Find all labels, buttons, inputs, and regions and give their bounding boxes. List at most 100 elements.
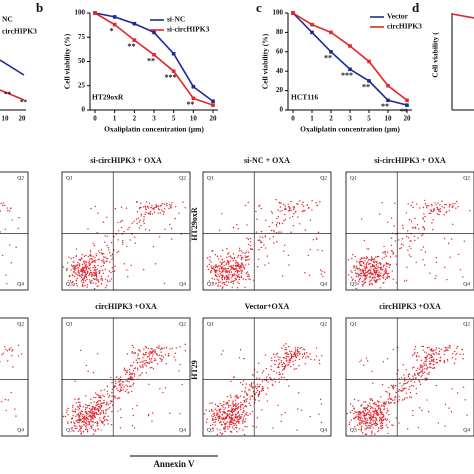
cell-dot: [4, 345, 6, 348]
cell-dot: [424, 356, 426, 359]
cell-dot: [171, 202, 173, 204]
cell-dot: [220, 353, 223, 356]
cell-dot: [376, 265, 378, 267]
cell-dot: [103, 402, 105, 404]
cell-dot: [88, 279, 91, 281]
cell-dot: [143, 354, 146, 356]
flow-title: si-circHIPK3 + OXA: [374, 156, 446, 165]
cell-dot: [455, 207, 457, 209]
cell-dot: [237, 420, 239, 423]
cell-dot: [109, 261, 111, 263]
cell-dot: [9, 210, 11, 212]
cell-dot: [315, 355, 318, 357]
cell-dot: [139, 206, 141, 209]
cell-dot: [380, 418, 383, 421]
cell-dot: [126, 385, 129, 388]
cell-dot: [444, 203, 446, 206]
cell-dot: [391, 270, 394, 272]
cell-dot: [415, 392, 418, 395]
cell-dot: [126, 269, 128, 271]
cell-dot: [151, 213, 154, 215]
cell-dot: [415, 387, 417, 390]
cell-dot: [77, 421, 79, 424]
cell-dot: [406, 382, 409, 384]
cell-dot: [97, 403, 100, 406]
cell-dot: [382, 419, 385, 421]
cell-dot: [182, 201, 184, 203]
cell-dot: [81, 253, 83, 256]
cell-dot: [369, 425, 371, 427]
cell-dot: [369, 414, 372, 417]
cell-dot: [122, 389, 124, 391]
cell-dot: [256, 218, 258, 220]
cell-dot: [76, 285, 78, 287]
cell-dot: [235, 424, 237, 426]
cell-dot: [425, 352, 427, 354]
cell-dot: [221, 259, 224, 261]
cell-dot: [107, 246, 110, 249]
cell-dot: [224, 412, 227, 414]
cell-dot: [90, 418, 92, 421]
cell-dot: [184, 343, 186, 346]
cell-dot: [441, 205, 443, 208]
cell-dot: [77, 271, 79, 274]
cell-dot: [368, 409, 370, 412]
cell-dot: [401, 224, 404, 227]
point-marker: [93, 11, 97, 15]
cell-dot: [211, 410, 213, 412]
cell-dot: [249, 395, 251, 398]
cell-dot: [379, 408, 382, 411]
cell-dot: [364, 433, 367, 435]
cell-dot: [227, 404, 230, 407]
cell-dot: [390, 384, 393, 387]
cell-dot: [90, 207, 92, 210]
cell-dot: [264, 235, 267, 237]
cell-dot: [124, 369, 127, 372]
cell-dot: [168, 207, 170, 210]
cell-dot: [305, 357, 307, 359]
cell-dot: [84, 428, 87, 431]
cell-dot: [240, 254, 242, 257]
cell-dot: [371, 406, 373, 409]
cell-dot: [132, 408, 134, 410]
cell-dot: [78, 258, 80, 261]
cell-dot: [432, 363, 435, 366]
cell-dot: [232, 423, 234, 425]
cell-dot: [135, 359, 137, 361]
cell-dot: [85, 276, 87, 279]
x-tick-label: 5: [172, 115, 176, 123]
cell-dot: [148, 383, 150, 386]
cell-dot: [140, 206, 142, 209]
cell-dot: [230, 423, 232, 426]
cell-dot: [75, 248, 78, 250]
cell-dot: [80, 419, 82, 421]
cell-dot: [373, 276, 375, 278]
cell-dot: [386, 358, 389, 360]
cell-dot: [232, 404, 235, 406]
cell-dot: [86, 272, 89, 274]
cell-dot: [212, 423, 214, 426]
cell-dot: [371, 417, 373, 420]
cell-dot: [140, 225, 142, 227]
cell-dot: [159, 205, 162, 207]
cell-dot: [210, 271, 212, 273]
cell-dot: [87, 404, 90, 407]
cell-dot: [265, 367, 268, 370]
cell-dot: [73, 275, 76, 278]
cell-dot: [361, 257, 363, 260]
cell-dot: [131, 344, 134, 347]
cell-dot: [153, 359, 156, 362]
cell-dot: [368, 426, 371, 429]
cell-dot: [125, 371, 128, 373]
cell-dot: [159, 388, 161, 390]
cell-dot: [94, 266, 97, 269]
cell-dot: [231, 277, 233, 279]
cell-dot: [237, 228, 239, 230]
cell-dot: [79, 349, 82, 352]
cell-dot: [114, 265, 116, 268]
cell-dot: [367, 248, 370, 250]
cell-dot: [359, 272, 362, 275]
quadrant-label: Q1: [207, 321, 214, 327]
x-tick-label: 20: [19, 115, 27, 123]
